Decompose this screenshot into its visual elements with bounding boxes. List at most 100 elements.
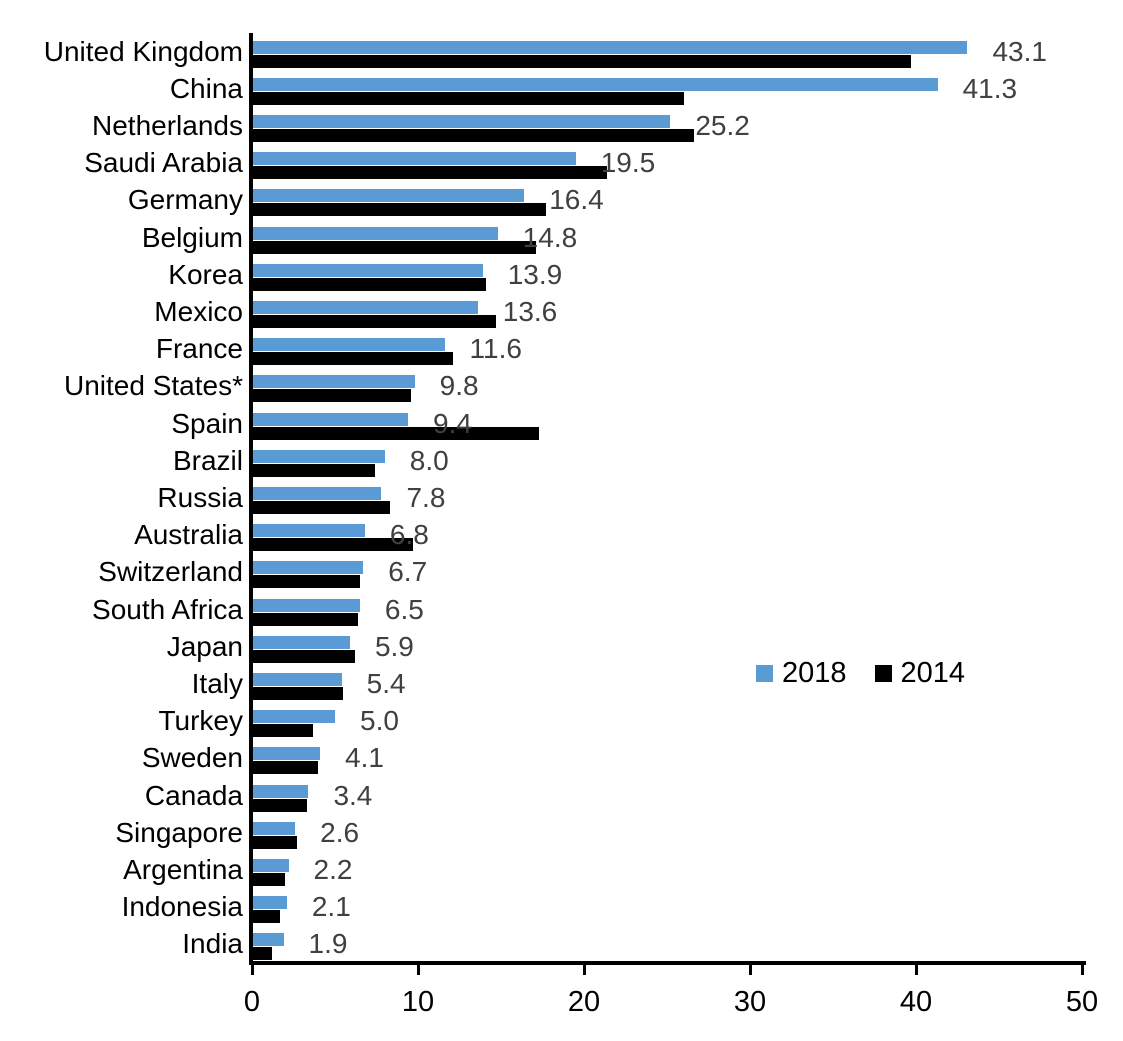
bar-2018-turkey	[252, 710, 335, 724]
category-label-italy: Italy	[191, 668, 243, 699]
category-label-argentina: Argentina	[123, 854, 243, 885]
value-label-china: 41.3	[962, 72, 1018, 104]
value-label-singapore: 2.6	[320, 816, 360, 848]
bar-2018-mexico	[252, 300, 478, 314]
bar-2014-japan	[252, 649, 355, 663]
bar-2014-mexico	[252, 314, 497, 328]
bar-2018-belgium	[252, 226, 498, 240]
bar-2014-china	[252, 91, 684, 105]
value-label-netherlands: 25.2	[695, 110, 750, 141]
bar-2018-switzerland	[252, 561, 364, 575]
bar-2014-sweden	[252, 761, 319, 775]
bar-2018-argentina	[252, 858, 289, 872]
value-label-saudi-arabia: 19.5	[600, 147, 656, 179]
category-label-france: France	[155, 333, 243, 365]
bar-2014-korea	[252, 277, 487, 291]
bar-2014-united-states	[252, 389, 412, 403]
x-tick-label-0: 0	[243, 986, 261, 1018]
bar-2018-brazil	[252, 449, 385, 463]
value-label-spain: 9.4	[433, 407, 472, 439]
legend: 2018 2014	[756, 656, 965, 690]
x-tick-30	[748, 965, 752, 975]
value-label-canada: 3.4	[333, 779, 373, 811]
x-tick-label-10: 10	[401, 986, 435, 1018]
category-label-russia: Russia	[157, 482, 243, 513]
category-label-germany: Germany	[127, 184, 243, 216]
category-label-spain: Spain	[171, 407, 243, 439]
bar-2018-korea	[252, 263, 483, 277]
value-label-germany: 16.4	[549, 184, 604, 216]
category-label-india: India	[182, 928, 243, 960]
bar-2014-belgium	[252, 240, 536, 254]
category-label-united-kingdom: United Kingdom	[43, 35, 243, 67]
category-label-saudi-arabia: Saudi Arabia	[84, 147, 243, 179]
category-label-singapore: Singapore	[115, 816, 243, 848]
x-tick-40	[914, 965, 918, 975]
bar-2018-russia	[252, 486, 382, 500]
category-label-indonesia: Indonesia	[121, 891, 243, 923]
category-label-korea: Korea	[168, 258, 243, 290]
legend-swatch-2018	[756, 664, 773, 682]
y-axis-line	[249, 33, 253, 965]
value-label-sweden: 4.1	[345, 742, 384, 774]
legend-label-2018: 2018	[782, 656, 847, 689]
category-label-australia: Australia	[134, 519, 243, 551]
bar-2018-canada	[252, 784, 309, 798]
value-label-russia: 7.8	[406, 482, 446, 513]
category-label-mexico: Mexico	[154, 296, 243, 327]
value-label-india: 1.9	[308, 928, 348, 960]
value-label-belgium: 14.8	[522, 221, 578, 253]
bar-2018-germany	[252, 189, 525, 203]
category-label-belgium: Belgium	[141, 221, 243, 253]
x-tick-label-50: 50	[1065, 986, 1099, 1018]
bar-2014-canada	[252, 798, 307, 812]
bar-2014-brazil	[252, 463, 375, 477]
value-label-korea: 13.9	[507, 258, 563, 290]
value-label-switzerland: 6.7	[388, 556, 428, 588]
bar-2014-turkey	[252, 724, 314, 738]
bar-2018-australia	[252, 524, 365, 538]
x-tick-10	[416, 965, 420, 975]
bar-2014-france	[252, 352, 453, 366]
value-label-south-africa: 6.5	[384, 593, 424, 625]
category-label-south-africa: South Africa	[92, 593, 243, 625]
x-tick-50	[1080, 965, 1084, 975]
category-label-sweden: Sweden	[141, 742, 243, 774]
x-axis-line	[249, 961, 1086, 965]
value-label-france: 11.6	[469, 333, 522, 365]
bar-2014-russia	[252, 500, 390, 514]
category-label-united-states: United States*	[64, 370, 243, 402]
bar-2014-south-africa	[252, 612, 359, 626]
bar-2018-china	[252, 77, 938, 91]
value-label-japan: 5.9	[374, 630, 414, 662]
x-tick-label-20: 20	[567, 986, 601, 1018]
bar-2018-sweden	[252, 747, 321, 761]
bar-2014-italy	[252, 686, 344, 700]
value-label-turkey: 5.0	[360, 705, 399, 737]
legend-label-2014: 2014	[900, 656, 966, 689]
x-tick-label-40: 40	[899, 986, 933, 1018]
bar-2014-argentina	[252, 872, 286, 886]
legend-swatch-2014	[874, 664, 892, 682]
bar-2018-italy	[252, 672, 342, 686]
bar-2018-indonesia	[252, 896, 287, 910]
category-label-switzerland: Switzerland	[98, 556, 243, 588]
bar-2014-germany	[252, 203, 546, 217]
bar-2018-france	[252, 338, 445, 352]
bar-2018-united-kingdom	[252, 40, 968, 54]
category-label-brazil: Brazil	[172, 444, 243, 476]
category-label-canada: Canada	[144, 779, 243, 811]
value-label-mexico: 13.6	[502, 296, 558, 327]
bar-2014-australia	[252, 538, 414, 552]
x-tick-label-30: 30	[733, 986, 767, 1018]
value-label-argentina: 2.2	[313, 854, 353, 885]
category-label-china: China	[169, 72, 243, 104]
bar-2018-japan	[252, 635, 350, 649]
bar-2014-united-kingdom	[252, 54, 912, 68]
value-label-brazil: 8.0	[409, 444, 449, 476]
value-label-italy: 5.4	[366, 668, 406, 699]
bar-2018-india	[252, 933, 284, 947]
category-label-netherlands: Netherlands	[92, 110, 243, 141]
bar-2014-india	[252, 947, 272, 961]
bar-2018-saudi-arabia	[252, 152, 576, 166]
